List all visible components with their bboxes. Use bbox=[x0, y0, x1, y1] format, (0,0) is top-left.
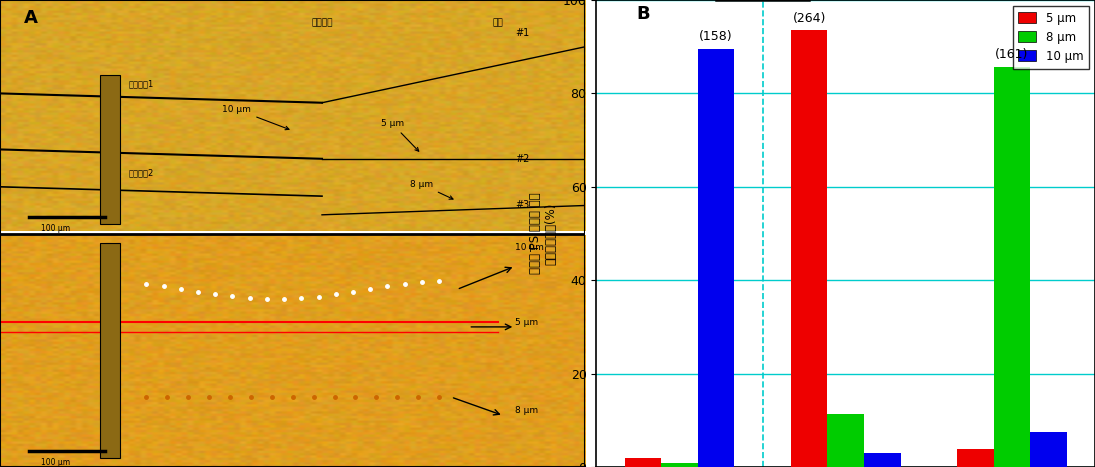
Text: 출구: 출구 bbox=[493, 19, 503, 28]
Text: 삐지전극: 삐지전극 bbox=[311, 19, 333, 28]
Bar bbox=[1030, 432, 1067, 467]
Bar bbox=[993, 67, 1030, 467]
Bar bbox=[957, 449, 993, 467]
Bar bbox=[791, 30, 828, 467]
Text: 분리전극2: 분리전극2 bbox=[129, 168, 154, 177]
Text: (264): (264) bbox=[793, 12, 826, 25]
Text: A: A bbox=[23, 9, 37, 28]
Text: 5 μm: 5 μm bbox=[515, 318, 539, 327]
Text: (161): (161) bbox=[995, 48, 1028, 61]
Text: 10 μm: 10 μm bbox=[515, 243, 544, 252]
Text: B: B bbox=[636, 5, 649, 23]
Text: 5 μm: 5 μm bbox=[381, 119, 418, 151]
Bar bbox=[100, 243, 120, 458]
Bar bbox=[828, 414, 864, 467]
Text: #3: #3 bbox=[515, 200, 530, 211]
Bar bbox=[698, 49, 735, 467]
Bar bbox=[864, 453, 900, 467]
Y-axis label: 분리된 PS 입자의 개수
상대분리효율(%): 분리된 PS 입자의 개수 상대분리효율(%) bbox=[529, 193, 557, 274]
Text: 100 μm: 100 μm bbox=[41, 224, 70, 233]
Text: 100 μm: 100 μm bbox=[41, 458, 70, 467]
Text: 8 μm: 8 μm bbox=[515, 406, 539, 416]
Bar bbox=[661, 463, 698, 467]
Text: #1: #1 bbox=[515, 28, 530, 38]
Text: 분리전극1: 분리전극1 bbox=[129, 79, 154, 89]
Text: 10 μm: 10 μm bbox=[222, 105, 289, 130]
Legend: 5 μm, 8 μm, 10 μm: 5 μm, 8 μm, 10 μm bbox=[1013, 6, 1090, 69]
Bar bbox=[100, 75, 120, 224]
Text: 8 μm: 8 μm bbox=[410, 180, 453, 199]
Bar bbox=[624, 458, 661, 467]
Text: (158): (158) bbox=[700, 30, 733, 43]
Text: #2: #2 bbox=[515, 154, 530, 164]
